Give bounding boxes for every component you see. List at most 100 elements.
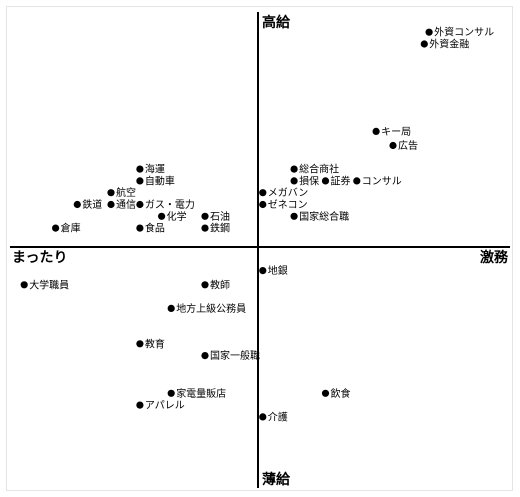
data-point-label: 教育 [145, 337, 165, 350]
data-point: 国家総合職 [290, 210, 349, 223]
data-point-label: 海運 [145, 163, 165, 176]
data-point-label: 教師 [210, 278, 230, 291]
data-point: 倉庫 [52, 222, 81, 235]
data-point-label: 外資コンサル [434, 27, 494, 39]
data-point: 化学 [158, 210, 187, 223]
data-point-label: 鉄道 [82, 198, 102, 211]
data-point-marker [259, 200, 267, 209]
data-point: 通信 [107, 199, 136, 211]
data-point-label: 飲食 [331, 387, 351, 400]
data-point: アパレル [136, 400, 185, 412]
data-point-label: 証券 [331, 174, 351, 187]
data-point-marker [52, 224, 60, 232]
data-point: 外資コンサル [425, 27, 494, 39]
data-point-marker [201, 281, 209, 289]
data-point-marker [290, 212, 298, 220]
data-point-label: 総合商社 [299, 163, 339, 176]
data-point-label: 国家一般職 [210, 349, 260, 362]
axis-label-bottom: 薄給 [262, 471, 291, 488]
chart-frame [6, 6, 513, 491]
data-point: 鉄道 [73, 198, 102, 211]
data-point-label: 食品 [145, 222, 165, 235]
data-point: 教育 [136, 337, 165, 350]
data-point: 外資金融 [420, 38, 469, 51]
data-point-marker [107, 200, 115, 209]
axis-label-left: まったり [12, 250, 67, 266]
data-point-label: 倉庫 [61, 222, 81, 235]
data-point-marker [73, 200, 81, 209]
data-point: コンサル [353, 175, 402, 187]
data-point-label: ゼネコン [268, 199, 308, 211]
data-point-label: 地方上級公務員 [176, 302, 246, 315]
data-point-marker [201, 212, 209, 220]
data-point-marker [136, 224, 144, 232]
data-point: 総合商社 [290, 163, 339, 176]
data-point-label: 国家総合職 [299, 210, 349, 223]
data-point-label: キー局 [381, 126, 411, 138]
data-point-marker [20, 281, 28, 289]
data-point-marker [136, 401, 144, 409]
data-point: 広告 [389, 139, 418, 152]
data-point-marker [136, 340, 144, 348]
axis-label-right: 激務 [480, 249, 509, 266]
data-point-marker [201, 352, 209, 360]
data-point: メガバン [259, 187, 308, 199]
data-point: 教師 [201, 278, 230, 291]
data-point-marker [167, 389, 175, 397]
data-point-marker [321, 177, 330, 185]
data-point: 地銀 [259, 264, 288, 277]
data-point-label: 鉄鋼 [210, 222, 230, 235]
data-point-label: ガス・電力 [145, 198, 195, 211]
data-point: 航空 [107, 186, 136, 199]
data-point-marker [136, 200, 144, 209]
data-point-label: 家電量販店 [176, 387, 226, 400]
data-point: 損保 [290, 174, 319, 187]
data-point: 大学職員 [20, 278, 69, 291]
data-point: 家電量販店 [167, 387, 226, 400]
data-point-label: 外資金融 [429, 38, 469, 51]
data-point-label: 航空 [116, 186, 136, 199]
data-point-marker [372, 127, 380, 135]
data-point: キー局 [372, 126, 411, 138]
data-point-marker [290, 165, 298, 173]
data-point: 地方上級公務員 [167, 302, 246, 315]
data-point-marker [167, 304, 175, 312]
data-point-label: 広告 [398, 139, 418, 152]
data-point-marker [259, 267, 267, 275]
data-point-label: メガバン [268, 187, 309, 199]
data-point: 石油 [201, 210, 230, 223]
data-point: 鉄鋼 [201, 222, 230, 235]
data-point-label: 自動車 [145, 174, 175, 187]
data-point-marker [107, 189, 115, 197]
data-point-marker [290, 177, 298, 185]
data-point-label: 介護 [268, 410, 288, 423]
data-point-marker [259, 413, 267, 421]
data-point-marker [353, 177, 361, 185]
data-point-label: 損保 [299, 174, 319, 187]
data-point: 海運 [136, 163, 165, 176]
data-point-marker [201, 224, 209, 232]
data-point-marker [158, 212, 166, 220]
data-point-label: 石油 [210, 210, 230, 223]
data-point: 自動車 [136, 174, 175, 187]
data-point-label: 化学 [167, 210, 187, 223]
data-point-label: 地銀 [268, 264, 288, 277]
data-point: 国家一般職 [201, 349, 260, 362]
data-point-marker [321, 389, 330, 397]
data-point: ゼネコン [259, 199, 308, 211]
data-point: 食品 [136, 222, 165, 235]
data-point-label: 通信 [116, 199, 136, 211]
data-point: 証券 [321, 174, 351, 187]
data-point: 介護 [259, 410, 288, 423]
data-point: 飲食 [321, 387, 351, 400]
data-point-marker [136, 177, 144, 185]
data-point-label: コンサル [362, 175, 402, 187]
data-point-marker [425, 28, 433, 36]
data-point: ガス・電力 [136, 198, 195, 211]
data-point-marker [389, 141, 397, 150]
data-point-label: アパレル [145, 400, 185, 412]
data-point-label: 大学職員 [29, 278, 69, 291]
data-point-marker [259, 189, 267, 197]
